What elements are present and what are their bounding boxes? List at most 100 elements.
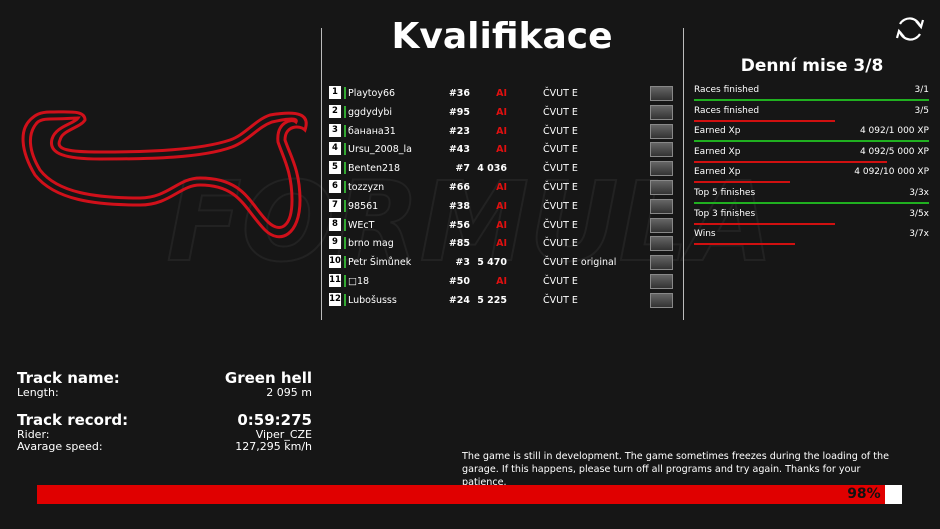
player-name: Benten218 — [348, 163, 401, 175]
car-name: ČVUT E — [543, 238, 578, 250]
leaderboard-row: 1 Playtoy66 #36 AI ČVUT E — [328, 86, 678, 102]
car-name: ČVUT E — [543, 125, 578, 137]
player-name: 98561 — [348, 200, 379, 212]
loading-fill — [37, 485, 885, 504]
mission-label: Top 5 finishes — [694, 188, 756, 198]
team-stripe — [344, 162, 346, 175]
score: AI — [496, 88, 507, 99]
car-name: ČVUT E — [543, 106, 578, 118]
score: AI — [496, 276, 507, 287]
team-stripe — [344, 275, 346, 287]
car-number: #23 — [448, 125, 470, 137]
car-number: #38 — [448, 200, 470, 212]
car-icon — [650, 180, 673, 195]
team-stripe — [344, 256, 346, 269]
car-name: ČVUT E — [543, 144, 578, 156]
leaderboard-row: 7 98561 #38 AI ČVUT E — [328, 198, 678, 215]
score: AI — [496, 106, 507, 118]
mission-progress — [694, 222, 835, 225]
car-icon — [650, 198, 673, 214]
label: Avarage speed: — [17, 440, 103, 453]
value: 0:59:275 — [237, 411, 312, 429]
loading-track: 98% — [37, 485, 902, 504]
position: 7 — [329, 198, 341, 212]
score: 5 470 — [477, 257, 507, 269]
score: AI — [496, 125, 507, 137]
leaderboard-row: 10 Petr Šimůnek #3 5 470 ČVUT E original — [328, 255, 678, 271]
team-stripe — [344, 181, 346, 193]
mission-value: 3/7x — [909, 229, 929, 240]
player-name: brno mag — [348, 238, 394, 250]
title: Kvalifikace — [391, 16, 613, 57]
player-name: tozzyzn — [348, 182, 385, 193]
label: Length: — [17, 386, 59, 399]
value: Viper_CZE — [255, 428, 312, 441]
car-name: ČVUT E — [543, 276, 578, 287]
position: 11 — [329, 274, 341, 287]
team-stripe — [344, 143, 346, 156]
team-stripe — [344, 87, 346, 99]
mission-progress — [694, 160, 887, 163]
team-stripe — [344, 237, 346, 250]
player-name: Ursu_2008_la — [348, 144, 412, 156]
mission-progress — [694, 119, 835, 122]
score: 4 036 — [477, 163, 507, 175]
team-stripe — [344, 124, 346, 137]
refresh-icon[interactable] — [895, 17, 925, 41]
divider — [683, 28, 684, 320]
missions-title: Denní mise 3/8 — [740, 56, 884, 76]
leaderboard-row: 8 WEcT #56 AI ČVUT E — [328, 217, 678, 234]
label: Track name: — [17, 369, 120, 387]
mission-label: Top 3 finishes — [694, 208, 756, 219]
player-name: ggdydybi — [348, 106, 393, 118]
mission-value: 4 092/1 000 XP — [859, 126, 929, 137]
position: 12 — [329, 292, 341, 306]
car-name: ČVUT E original — [543, 257, 617, 269]
car-number: #3 — [455, 257, 470, 269]
mission-label: Wins — [694, 229, 716, 240]
mission-value: 3/1 — [914, 85, 929, 95]
car-icon — [650, 255, 673, 271]
car-name: ČVUT E — [543, 294, 578, 306]
mission-progress — [694, 99, 929, 101]
car-number: #24 — [448, 294, 470, 306]
leaderboard-row: 12 Lubošusss #24 5 225 ČVUT E — [328, 292, 678, 309]
car-number: #7 — [455, 163, 470, 175]
position: 8 — [329, 217, 341, 231]
mission-value: 3/5x — [909, 208, 929, 219]
position: 5 — [329, 161, 341, 175]
player-name: банана31 — [348, 125, 396, 137]
mission-label: Earned Xp — [694, 126, 741, 137]
value: 2 095 m — [266, 386, 312, 399]
car-icon — [650, 161, 673, 177]
leaderboard-row: 4 Ursu_2008_la #43 AI ČVUT E — [328, 142, 678, 158]
car-icon — [650, 123, 673, 139]
car-number: #43 — [448, 144, 470, 156]
score: AI — [496, 144, 507, 156]
car-name: ČVUT E — [543, 88, 578, 99]
value: 127,295 km/h — [235, 440, 312, 453]
car-name: ČVUT E — [543, 163, 578, 175]
score: AI — [496, 182, 507, 193]
car-number: #36 — [448, 88, 470, 99]
team-stripe — [344, 199, 346, 212]
car-icon — [650, 236, 673, 252]
car-icon — [650, 142, 673, 158]
mission-value: 3/5 — [914, 105, 929, 116]
player-name: Lubošusss — [348, 294, 397, 306]
car-number: #95 — [448, 106, 470, 118]
position: 6 — [329, 180, 341, 193]
car-icon — [650, 104, 673, 120]
car-number: #85 — [448, 238, 470, 250]
car-name: ČVUT E — [543, 219, 578, 231]
player-name: Petr Šimůnek — [348, 257, 412, 269]
mission-value: 4 092/10 000 XP — [854, 167, 929, 178]
mission-progress — [694, 243, 796, 246]
position: 3 — [329, 123, 341, 137]
label: Rider: — [17, 428, 50, 441]
mission-progress — [694, 140, 929, 143]
player-name: WEcT — [348, 219, 375, 231]
leaderboard-row: 3 банана31 #23 AI ČVUT E — [328, 123, 678, 140]
mission-progress — [694, 181, 791, 184]
